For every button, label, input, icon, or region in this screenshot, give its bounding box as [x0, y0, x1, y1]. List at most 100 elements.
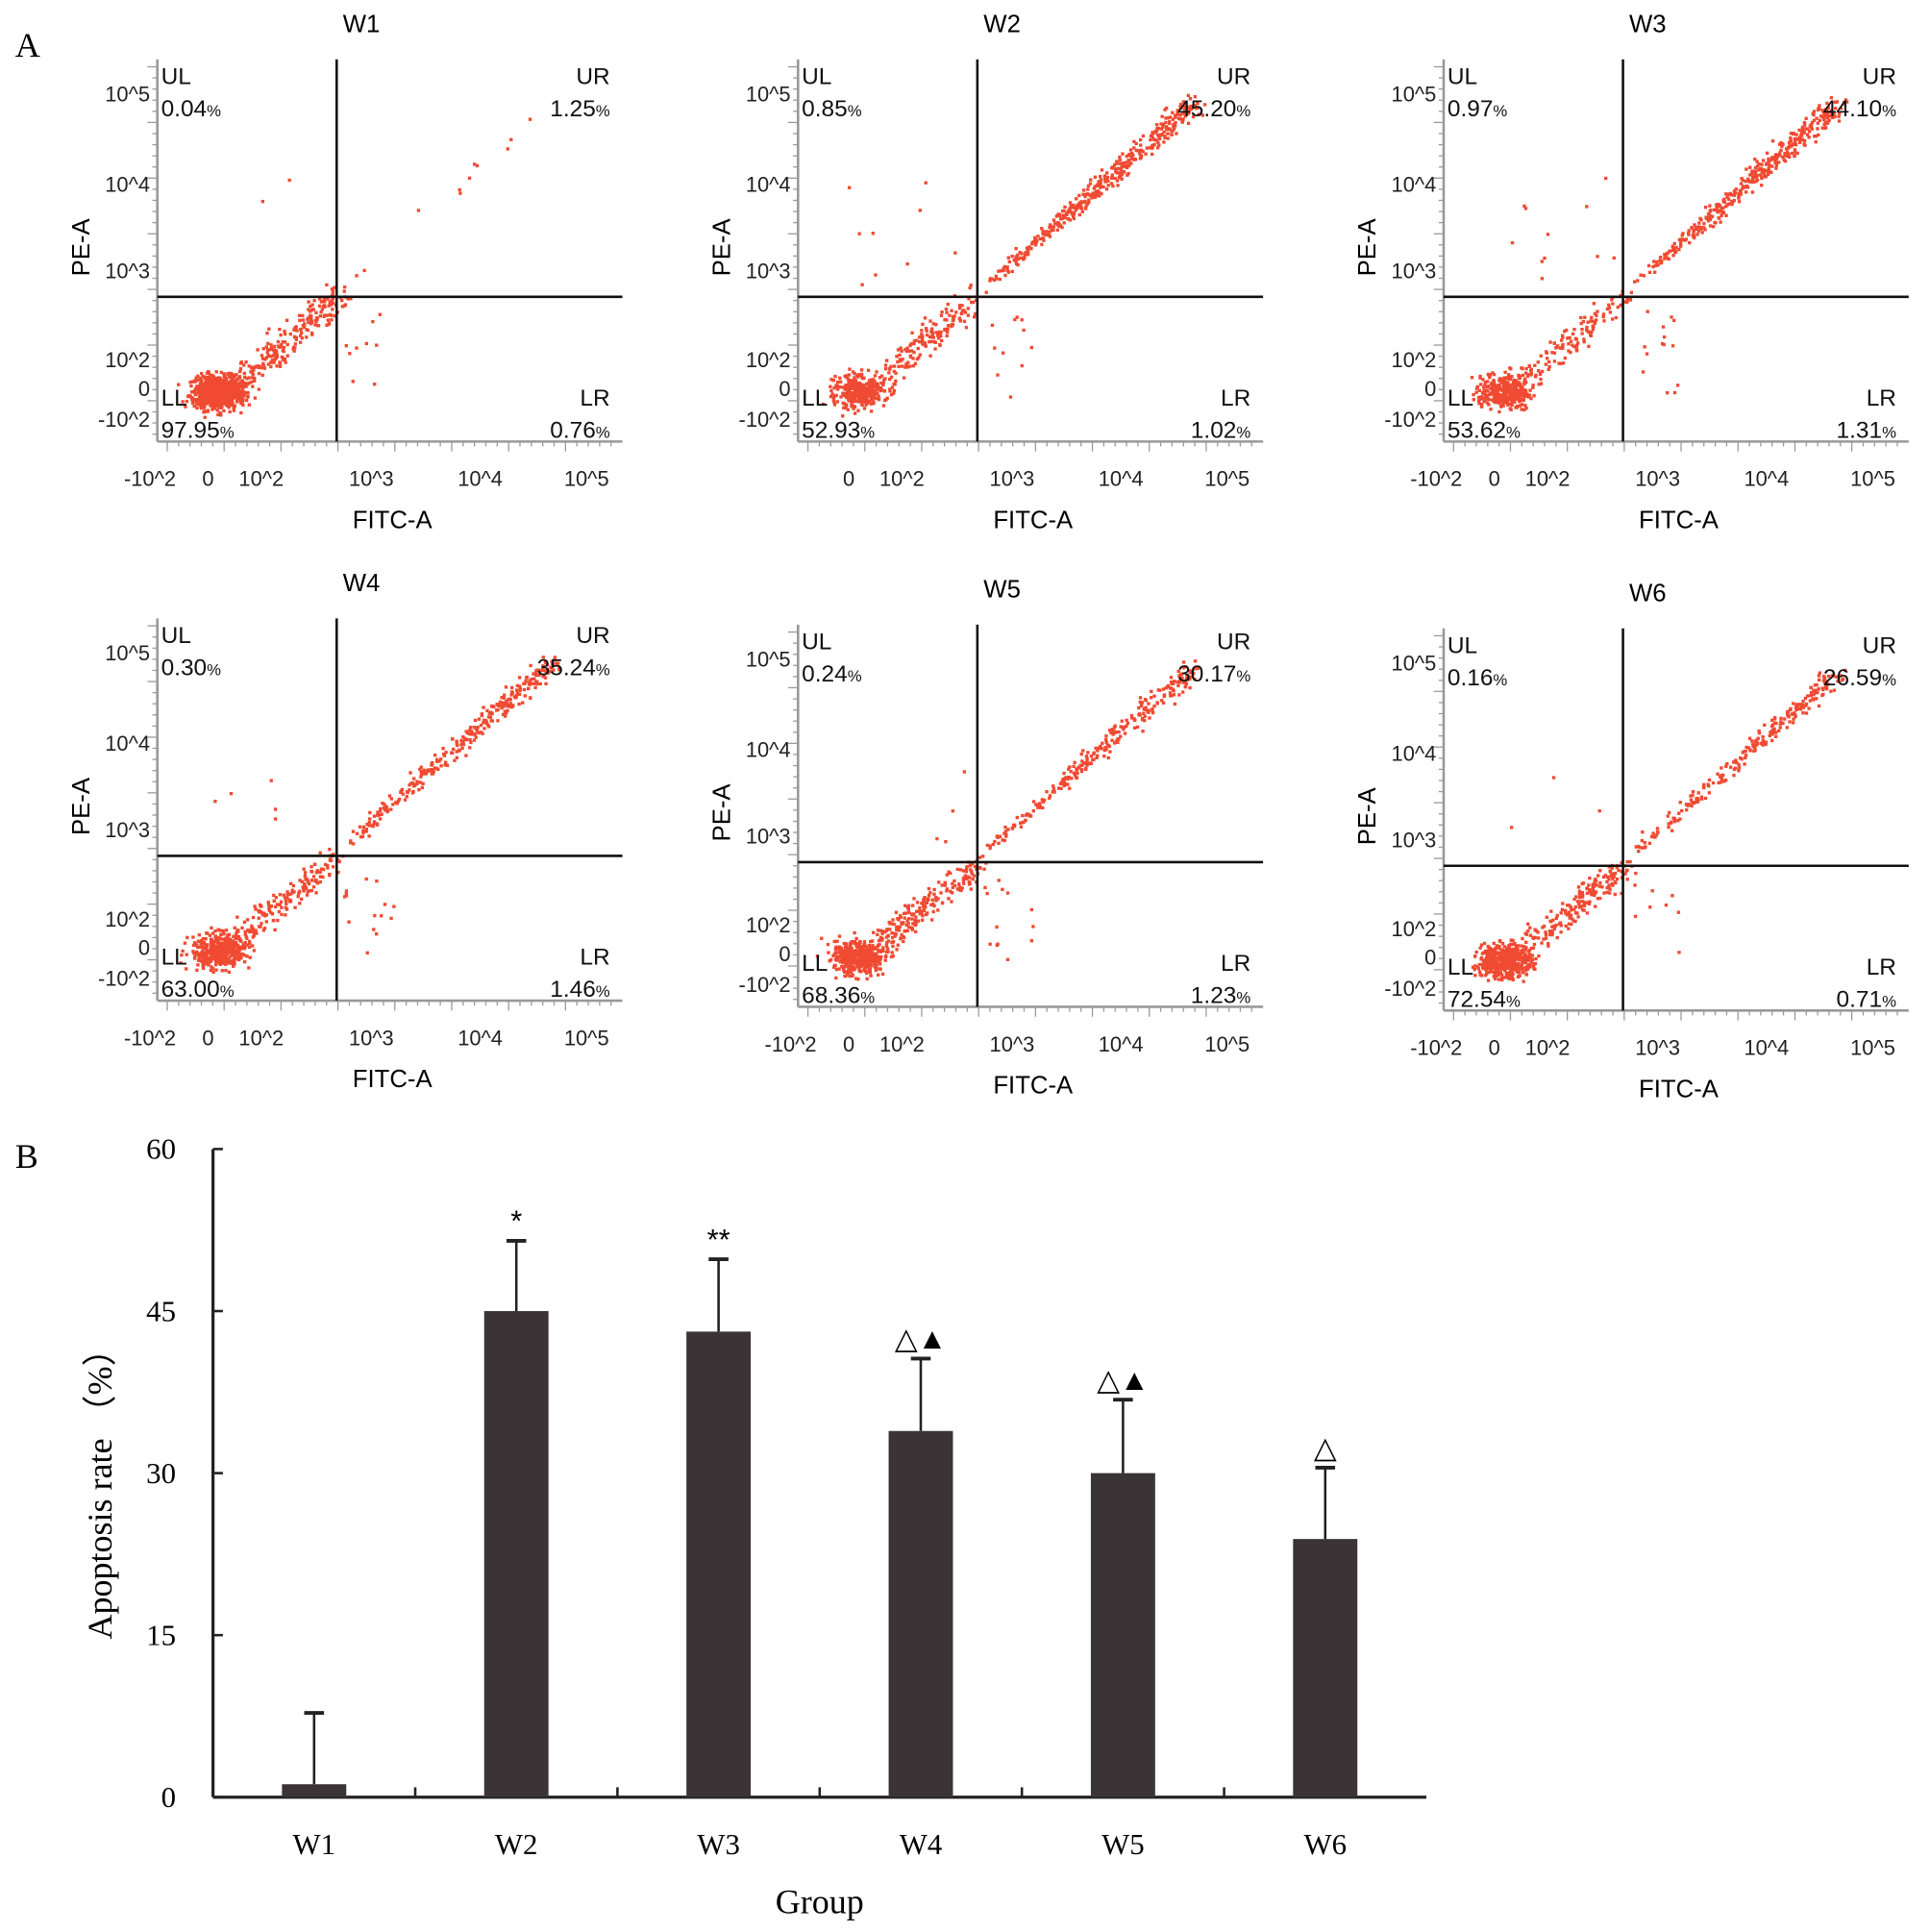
event-dot	[1044, 230, 1049, 234]
event-dot	[1539, 382, 1544, 385]
event-dot	[201, 396, 206, 401]
event-dot	[224, 936, 228, 940]
event-dot	[235, 946, 239, 950]
event-dots	[815, 659, 1200, 981]
event-dot	[1561, 335, 1565, 339]
event-dot	[227, 970, 232, 975]
event-dot	[834, 384, 838, 387]
event-dot	[969, 284, 973, 287]
event-dot	[309, 314, 313, 318]
event-dot	[857, 381, 861, 385]
event-dot	[1022, 328, 1026, 333]
event-dot	[932, 887, 936, 892]
event-dot	[331, 297, 334, 301]
event-dot	[215, 940, 220, 944]
event-dot	[1748, 165, 1752, 169]
flow-panel-w3: W3UL0.97%UR44.10%LL53.62%LR1.31%10^510^4…	[1354, 11, 1909, 533]
event-dot	[1086, 187, 1090, 191]
event-dot	[285, 896, 289, 900]
event-dot	[980, 855, 985, 858]
event-dot	[1103, 180, 1107, 184]
event-dot	[1152, 704, 1156, 708]
event-dot	[224, 962, 228, 966]
event-dot	[1010, 827, 1014, 830]
event-dot	[219, 370, 223, 375]
event-dot	[213, 934, 217, 938]
event-dot	[276, 339, 281, 344]
event-dot	[870, 951, 874, 954]
event-dot	[251, 372, 255, 377]
event-dot	[846, 962, 850, 966]
event-dot	[1120, 719, 1124, 723]
event-dot	[923, 904, 927, 907]
event-dot	[281, 348, 285, 353]
event-dot	[467, 176, 472, 180]
event-dot	[1546, 357, 1549, 360]
event-dot	[1193, 659, 1198, 663]
event-dot	[1099, 178, 1103, 182]
event-dot	[958, 304, 962, 308]
event-dot	[1591, 319, 1595, 323]
event-dot	[1524, 371, 1528, 375]
event-dot	[240, 947, 244, 951]
event-dot	[1499, 381, 1503, 384]
event-dot	[229, 937, 233, 942]
event-dot	[910, 917, 914, 921]
event-dot	[367, 834, 371, 838]
x-tick-label: 10^5	[1204, 467, 1250, 491]
event-dot	[260, 354, 264, 358]
event-dot	[1041, 805, 1045, 810]
event-dot	[903, 929, 906, 933]
event-dot	[1552, 359, 1557, 363]
event-dot	[217, 945, 221, 949]
event-dot	[1564, 328, 1569, 333]
event-dot	[239, 956, 243, 960]
event-dot	[1177, 693, 1181, 697]
event-dot	[949, 889, 953, 894]
event-dot	[832, 403, 837, 407]
event-dot	[475, 163, 480, 168]
event-dot	[846, 969, 851, 974]
event-dot	[1081, 761, 1085, 765]
event-dot	[1744, 179, 1748, 184]
event-dot	[205, 383, 209, 386]
event-dot	[1092, 752, 1096, 756]
event-dot	[1550, 351, 1554, 355]
event-dot	[1116, 740, 1120, 745]
event-dot	[1518, 393, 1522, 398]
event-dot	[1487, 397, 1491, 402]
event-dot	[1063, 215, 1067, 220]
event-dot	[1126, 163, 1131, 168]
event-dot	[1793, 136, 1797, 141]
x-tick-label: -10^2	[124, 467, 176, 491]
event-dot	[301, 885, 305, 889]
event-dot	[1829, 110, 1833, 114]
event-dot	[978, 866, 982, 870]
event-dot	[1797, 140, 1802, 144]
event-dot	[211, 383, 216, 386]
event-dot	[1189, 675, 1194, 679]
event-dot	[1724, 192, 1728, 196]
event-dot	[911, 363, 916, 368]
event-dot	[229, 960, 233, 965]
event-dot	[1563, 356, 1568, 360]
event-dot	[502, 696, 506, 700]
event-dot	[846, 393, 851, 398]
event-dot	[1655, 260, 1659, 264]
quadrant-name-ul: UL	[1448, 64, 1477, 90]
event-dot	[1512, 378, 1516, 383]
event-dot	[1041, 236, 1045, 240]
event-dot	[419, 765, 423, 769]
event-dot	[1497, 379, 1501, 383]
quadrant-percent-ur: 44.10%	[1823, 96, 1896, 122]
event-dot	[209, 377, 213, 381]
event-dot	[837, 934, 842, 938]
event-dot	[417, 787, 421, 792]
event-dot	[372, 820, 377, 824]
event-dot	[355, 274, 359, 278]
event-dot	[284, 360, 287, 364]
event-dot	[260, 373, 264, 378]
event-dot	[840, 955, 844, 959]
event-dot	[373, 383, 377, 386]
event-dot	[1085, 202, 1090, 206]
